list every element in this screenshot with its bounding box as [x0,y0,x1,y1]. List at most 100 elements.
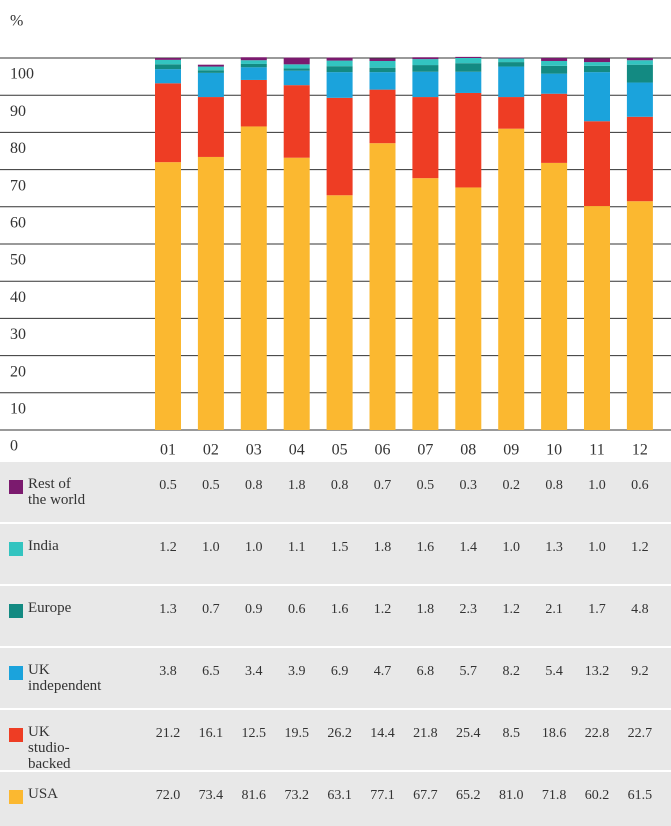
y-tick-label: 50 [10,252,26,269]
legend-swatch [9,480,23,494]
legend-swatch [9,666,23,680]
bar-segment [369,58,396,61]
table-value: 0.8 [545,478,563,493]
table-value: 0.8 [330,478,349,493]
bar-segment [197,156,224,430]
table-value: 0.8 [245,478,263,493]
bar-segment [498,57,525,59]
table-value: 61.5 [627,788,653,803]
table-value: 14.4 [370,726,395,741]
bar-segment [369,72,396,90]
data-table: Rest of the world 0.5 0.5 0.8 1.8 0.8 0.7 0.5 0.… [0,462,671,826]
y-tick-label: 80 [10,140,26,157]
table-value: 0.5 [159,478,177,493]
bar-segment [197,72,224,98]
x-tick-label: 10 [546,442,562,459]
bar-segment [369,143,396,431]
bar-segment [498,58,525,63]
table-row: Europe 1.3 0.7 0.9 0.6 1.6 1.2 1.8 2.3 1.2 2.1 1.7 4… [0,586,671,648]
bar-segment [326,97,353,196]
bar-segment [584,65,610,73]
legend-label: UK studio-backed [28,724,71,772]
table-value: 1.2 [159,540,177,555]
y-unit: % [10,13,23,30]
bar-segment [240,79,267,127]
bar-segment [455,56,482,58]
table-value: 67.7 [413,788,438,803]
table-value: 0.5 [416,478,435,493]
y-tick-label: 30 [10,326,26,343]
bar-segment [197,66,224,71]
table-value: 9.2 [631,664,649,679]
bar-segment [240,60,267,64]
table-value: 8.2 [502,664,520,679]
table-row: Rest of the world 0.5 0.5 0.8 1.8 0.8 0.7 0.5 0.… [0,462,671,524]
table-value: 1.0 [202,540,220,555]
table-value: 0.5 [202,478,220,493]
legend-swatch [9,542,23,556]
table-value: 3.4 [245,664,263,679]
bar-segment [584,121,610,207]
table-row: UK independent 3.8 6.5 3.4 3.9 6.9 4.7 6.8 5.7 8.… [0,648,671,710]
table-value: 3.9 [287,664,306,679]
table-value: 0.3 [459,478,478,493]
y-tick-label: 90 [10,103,26,120]
table-value: 21.2 [155,726,181,741]
table-value: 6.5 [202,664,220,679]
bar-segment [369,67,396,73]
table-value: 21.8 [413,726,438,741]
table-value: 18.6 [541,726,567,741]
bar-segment [197,70,224,73]
table-value: 8.5 [502,726,520,741]
bar-segment [155,58,181,60]
table-value: 2.3 [459,602,478,617]
bar-segment [283,70,310,86]
table-value: 1.0 [245,540,263,555]
table-value: 77.1 [370,788,395,803]
table-value: 22.7 [627,726,653,741]
bar-segment [283,68,310,71]
table-value: 2.1 [545,602,563,617]
bar-segment [626,116,653,202]
bar-segment [240,63,267,68]
bar-segment [541,93,568,163]
bar-segment [155,64,181,70]
bar-segment [155,83,181,163]
bar-segment [412,97,439,179]
bar-segment [369,89,396,144]
table-value: 16.1 [198,726,224,741]
x-tick-label: 12 [632,442,648,459]
legend-label: UK independent [28,662,102,694]
bar-segment [541,162,568,431]
table-value: 6.8 [416,664,435,679]
x-tick-label: 05 [332,442,348,459]
table-value: 4.8 [631,602,649,617]
table-value: 1.0 [588,540,606,555]
bar-segment [541,73,568,94]
x-tick-label: 11 [589,442,604,459]
legend-swatch [9,604,23,618]
y-tick-label: 60 [10,214,26,231]
table-value: 1.6 [416,540,435,555]
table-value: 1.8 [373,540,392,555]
bar-segment [584,72,610,122]
x-tick-label: 06 [375,442,391,459]
table-value: 1.6 [330,602,349,617]
bar-segment [626,82,653,117]
legend-label: India [28,538,59,554]
table-value: 26.2 [327,726,352,741]
legend-swatch [9,728,23,742]
table-value: 81.6 [241,788,267,803]
bar-segment [412,178,439,430]
chart: % 0 10 20 30 40 50 60 70 80 90 100 01 02 03 04 05 06 07 08… [0,13,671,459]
y-tick-label: 10 [10,400,26,417]
table-value: 1.2 [502,602,520,617]
bar-segment [584,62,610,66]
table-value: 63.1 [327,788,352,803]
table-value: 4.7 [373,664,392,679]
bar-segment [584,58,610,63]
table-value: 60.2 [584,788,610,803]
bar-segment [326,195,353,430]
bar-segment [197,64,224,67]
